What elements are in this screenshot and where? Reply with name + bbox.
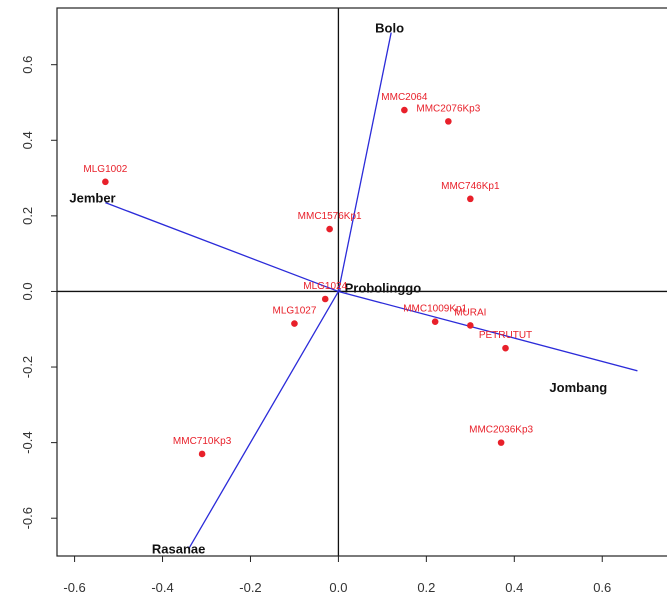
point-mmc1576kp1 [326,225,333,233]
point-label-mlg1027: MLG1027 [272,306,316,317]
x-tick-label: -0.4 [151,580,173,595]
y-tick-label: -0.2 [20,356,35,378]
x-tick-label: 0.2 [417,580,435,595]
point-label-mmc2076kp3: MMC2076Kp3 [416,103,480,114]
point-label-mmc1576kp1: MMC1576Kp1 [298,211,362,222]
point-mmc710kp3 [198,450,206,458]
tick-layer: -0.6 -0.4 -0.2 0.0 0.2 0.4 0.6 0.6 0.4 0.2 0.0 -0.2… [20,56,611,595]
point-label-mmc746kp1: MMC746Kp1 [441,181,500,192]
y-tick-label: -0.6 [20,507,35,529]
x-tick-label: 0.4 [505,580,523,595]
x-tick-label: -0.6 [63,580,85,595]
x-tick-label: 0.0 [329,580,347,595]
point-label-mmc1009kp1: MMC1009Kp1 [403,304,467,315]
point-mmc1009kp1 [431,318,439,325]
point-mmc2076kp3 [445,118,452,125]
point-label-mlg1024: MLG1024 [303,281,347,292]
point-label-petrutut: PETRUTUT [479,330,532,341]
vector-layer: Bolo Jember Probolinggo Jombang Rasanae [69,21,638,556]
point-label-mlg1002: MLG1002 [83,164,127,175]
y-tick-label: -0.4 [20,431,35,453]
vector-line-jember [105,202,339,293]
point-label-mmc710kp3: MMC710Kp3 [173,436,232,447]
vector-label-jombang: Jombang [549,380,607,395]
reference-lines [57,8,667,556]
point-mlg1027 [291,320,298,327]
vector-line-bolo [337,32,392,292]
x-tick-label: 0.6 [593,580,611,595]
point-label-mmc2036kp3: MMC2036Kp3 [469,425,533,436]
vector-label-jember: Jember [69,191,115,206]
vector-line-rasanae [188,291,339,549]
point-mlg1024 [321,295,329,303]
vector-line-jombang [338,290,638,372]
point-mmc2064 [401,106,408,114]
point-mlg1002 [102,178,109,186]
vector-label-probolinggo: Probolinggo [345,281,422,296]
point-petrutut [502,344,509,352]
y-tick-label: 0.6 [20,56,35,74]
vector-label-rasanae: Rasanae [152,541,205,556]
y-tick-label: 0.0 [20,282,35,300]
plot-frame [56,7,667,557]
x-tick-label: -0.2 [239,580,261,595]
point-mmc746kp1 [467,195,474,203]
point-label-murai: MURAI [454,307,486,318]
point-mmc2036kp3 [497,439,505,446]
y-tick-label: 0.4 [20,131,35,149]
point-label-mmc2064: MMC2064 [381,92,428,103]
vector-label-bolo: Bolo [375,21,404,36]
point-murai [467,322,474,329]
y-tick-label: 0.2 [20,207,35,225]
